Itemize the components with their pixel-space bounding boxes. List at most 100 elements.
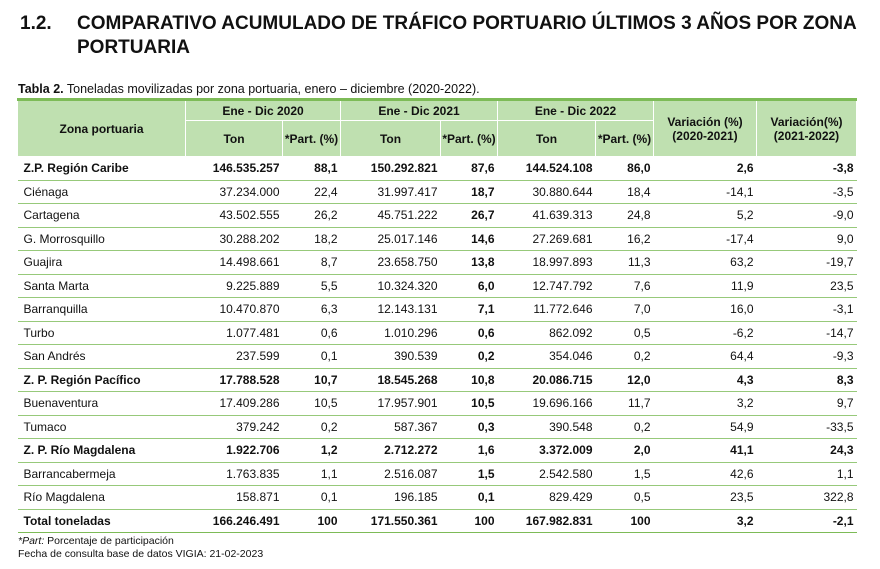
ton-2020: 237.599 — [185, 344, 283, 369]
variation-2021-2022: 322,8 — [756, 485, 857, 510]
header-ton-2022: Ton — [497, 120, 596, 157]
part-2022: 16,2 — [595, 227, 654, 251]
ton-2021: 1.010.296 — [340, 321, 441, 345]
part-2022: 18,4 — [595, 180, 654, 204]
part-2020: 1,2 — [282, 438, 341, 463]
ton-2020: 166.246.491 — [185, 508, 283, 533]
ton-2021: 10.324.320 — [340, 274, 441, 298]
ton-2020: 379.242 — [185, 415, 283, 439]
table-row: San Andrés 237.599 0,1 390.539 0,2 354.046 0,2… — [17, 344, 857, 369]
variation-2021-2022: 1,1 — [756, 462, 857, 486]
variation-2020-2021: 3,2 — [653, 508, 757, 533]
zone-name: Tumaco — [17, 415, 186, 439]
part-2020: 18,2 — [282, 227, 341, 251]
part-2020: 88,1 — [282, 156, 341, 181]
header-period-2022: Ene - Dic 2022 — [497, 98, 654, 121]
zone-name: G. Morrosquillo — [17, 227, 186, 251]
part-2021: 1,6 — [440, 438, 498, 463]
ton-2021: 18.545.268 — [340, 368, 441, 392]
variation-2021-2022: -33,5 — [756, 415, 857, 439]
section-title: COMPARATIVO ACUMULADO DE TRÁFICO PORTUAR… — [77, 13, 856, 58]
ton-2022: 2.542.580 — [497, 462, 596, 486]
header-part-2020: *Part. (%) — [282, 120, 341, 157]
zone-name: Z. P. Región Pacífico — [17, 368, 186, 392]
variation-2021-2022: -3,1 — [756, 297, 857, 322]
part-2021: 6,0 — [440, 274, 498, 298]
variation-2021-2022: -19,7 — [756, 250, 857, 275]
part-2021: 10,5 — [440, 391, 498, 416]
ton-2022: 41.639.313 — [497, 203, 596, 228]
part-2020: 22,4 — [282, 180, 341, 204]
ton-2021: 17.957.901 — [340, 391, 441, 416]
part-2021: 87,6 — [440, 156, 498, 181]
ton-2021: 45.751.222 — [340, 203, 441, 228]
part-2020: 0,1 — [282, 485, 341, 510]
ton-2021: 25.017.146 — [340, 227, 441, 251]
part-2022: 2,0 — [595, 438, 654, 463]
variation-2021-2022: -3,8 — [756, 156, 857, 181]
ton-2020: 1.077.481 — [185, 321, 283, 345]
ton-2020: 9.225.889 — [185, 274, 283, 298]
variation-2021-2022: 24,3 — [756, 438, 857, 463]
table-row: Río Magdalena 158.871 0,1 196.185 0,1 829.429… — [17, 485, 857, 510]
ton-2021: 12.143.131 — [340, 297, 441, 322]
part-2020: 10,7 — [282, 368, 341, 392]
variation-2021-2022: 23,5 — [756, 274, 857, 298]
variation-2020-2021: 54,9 — [653, 415, 757, 439]
part-2020: 0,6 — [282, 321, 341, 345]
ton-2021: 150.292.821 — [340, 156, 441, 181]
variation-2021-2022: -9,3 — [756, 344, 857, 369]
part-2022: 1,5 — [595, 462, 654, 486]
part-2020: 8,7 — [282, 250, 341, 275]
variation-2020-2021: 4,3 — [653, 368, 757, 392]
part-2020: 5,5 — [282, 274, 341, 298]
caption-text: Toneladas movilizadas por zona portuaria… — [63, 82, 480, 96]
note-participation: *Part: Porcentaje de participación — [18, 535, 263, 548]
ton-2022: 18.997.893 — [497, 250, 596, 275]
table-row-region: Z. P. Región Pacífico 17.788.528 10,7 18.54… — [17, 368, 857, 392]
zone-name: Z. P. Río Magdalena — [17, 438, 186, 463]
variation-2020-2021: 16,0 — [653, 297, 757, 322]
part-2022: 7,6 — [595, 274, 654, 298]
header-part-2021: *Part. (%) — [440, 120, 498, 157]
ton-2022: 30.880.644 — [497, 180, 596, 204]
part-2020: 26,2 — [282, 203, 341, 228]
header-period-2020: Ene - Dic 2020 — [185, 98, 341, 121]
part-2021: 13,8 — [440, 250, 498, 275]
variation-2020-2021: 64,4 — [653, 344, 757, 369]
header-variation-2020-2021: Variación (%) (2020-2021) — [653, 98, 757, 157]
zone-name: Z.P. Región Caribe — [17, 156, 186, 181]
table-row: Tumaco 379.242 0,2 587.367 0,3 390.548 0,2 54,9… — [17, 415, 857, 439]
ton-2022: 19.696.166 — [497, 391, 596, 416]
variation-2021-2022: -3,5 — [756, 180, 857, 204]
variation-2021-2022: 9,7 — [756, 391, 857, 416]
variation-2021-2022: -9,0 — [756, 203, 857, 228]
ton-2022: 144.524.108 — [497, 156, 596, 181]
ton-2022: 390.548 — [497, 415, 596, 439]
variation-2020-2021: 5,2 — [653, 203, 757, 228]
note-part-text: Porcentaje de participación — [44, 535, 174, 547]
ton-2022: 862.092 — [497, 321, 596, 345]
ton-2021: 587.367 — [340, 415, 441, 439]
ton-2021: 171.550.361 — [340, 508, 441, 533]
part-2021: 26,7 — [440, 203, 498, 228]
ton-2022: 354.046 — [497, 344, 596, 369]
zone-name: Total toneladas — [17, 508, 186, 533]
variation-2020-2021: 2,6 — [653, 156, 757, 181]
ton-2022: 27.269.681 — [497, 227, 596, 251]
ton-2021: 196.185 — [340, 485, 441, 510]
ton-2020: 37.234.000 — [185, 180, 283, 204]
ton-2020: 1.763.835 — [185, 462, 283, 486]
part-2020: 1,1 — [282, 462, 341, 486]
part-2022: 7,0 — [595, 297, 654, 322]
part-2021: 18,7 — [440, 180, 498, 204]
variation-2020-2021: 42,6 — [653, 462, 757, 486]
variation-2020-2021: -14,1 — [653, 180, 757, 204]
table-row: Turbo 1.077.481 0,6 1.010.296 0,6 862.092 0,5-… — [17, 321, 857, 345]
zone-name: Barrancabermeja — [17, 462, 186, 486]
table-row-total: Total toneladas 166.246.491 100 171.550.361… — [17, 508, 857, 533]
table-row-region: Z.P. Región Caribe 146.535.257 88,1 150.292… — [17, 156, 857, 181]
part-2022: 11,7 — [595, 391, 654, 416]
part-2021: 0,1 — [440, 485, 498, 510]
table-row-region: Z. P. Río Magdalena 1.922.706 1,2 2.712.272… — [17, 438, 857, 463]
